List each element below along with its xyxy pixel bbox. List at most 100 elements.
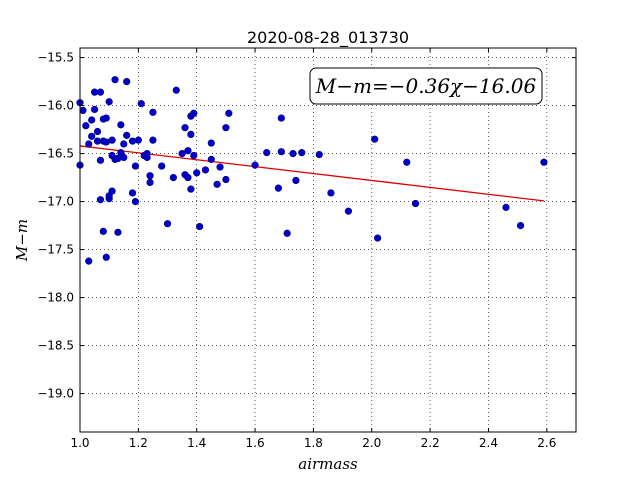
annotation-box	[309, 67, 543, 105]
data-point	[263, 149, 271, 157]
y-tick-label: −17.0	[37, 195, 74, 209]
data-point	[222, 124, 230, 132]
data-point	[114, 228, 122, 236]
x-tick-label: 1.4	[187, 436, 206, 450]
data-point	[344, 207, 353, 215]
data-point	[88, 132, 96, 140]
data-point	[207, 155, 215, 163]
data-point	[315, 150, 323, 159]
data-point	[196, 222, 204, 231]
grid	[79, 48, 576, 432]
data-point	[79, 106, 87, 114]
data-point	[289, 150, 297, 158]
data-point	[111, 76, 119, 84]
data-point	[149, 136, 157, 144]
data-point	[207, 139, 215, 147]
data-point	[85, 257, 93, 265]
data-point	[146, 178, 154, 186]
annotation-text: M−m=−0.36χ−16.06	[315, 74, 537, 98]
plot-area	[80, 48, 576, 432]
data-point	[123, 77, 131, 86]
data-point	[117, 121, 125, 129]
y-tick-label: −19.0	[37, 387, 74, 401]
y-tick-labels: −15.5 −16.0 −16.5 −17.0 −17.5 −18.0 −18.5 −19.0	[37, 51, 74, 401]
data-point	[216, 163, 224, 171]
x-tick-label: 2.0	[362, 436, 381, 450]
x-tick-label: 1.6	[246, 436, 265, 450]
data-point	[131, 162, 140, 170]
data-point	[181, 124, 189, 132]
y-tick-label: −17.5	[37, 243, 74, 257]
data-point	[184, 147, 192, 155]
data-point	[277, 114, 285, 122]
data-point	[134, 136, 142, 144]
data-point	[292, 176, 300, 185]
data-point	[85, 140, 93, 148]
x-tick-label: 2.6	[537, 436, 556, 450]
data-point	[99, 227, 107, 235]
data-point	[516, 222, 525, 230]
data-point	[411, 199, 420, 208]
y-tick-label: −18.5	[37, 339, 74, 353]
chart-title: 2020-08-28_013730	[247, 28, 409, 48]
data-point	[88, 116, 96, 124]
data-point	[169, 174, 177, 182]
fit-line	[79, 145, 544, 202]
data-point	[137, 100, 145, 108]
fit-layer	[79, 145, 544, 202]
data-point	[143, 150, 151, 158]
data-point	[277, 148, 285, 156]
data-point	[374, 234, 382, 242]
fit-annotation: M−m=−0.36χ−16.06	[309, 67, 543, 105]
data-points	[76, 76, 548, 265]
x-tick-label: 2.2	[421, 436, 440, 450]
data-point	[502, 203, 510, 211]
plot-frame	[79, 47, 577, 433]
data-point	[327, 189, 335, 197]
data-point	[201, 166, 210, 174]
data-point	[184, 174, 192, 182]
data-point	[82, 122, 90, 130]
data-point	[540, 158, 548, 166]
y-tick-label: −18.0	[37, 291, 74, 305]
data-point	[120, 140, 128, 148]
data-point	[90, 105, 99, 114]
data-point	[108, 136, 116, 144]
data-point	[298, 149, 306, 157]
x-tick-labels: 1.0 1.2 1.4 1.6 1.8 2.0 2.2 2.4 2.6	[70, 436, 556, 450]
data-point	[178, 150, 186, 158]
x-tick-label: 1.2	[129, 436, 148, 450]
data-point	[96, 88, 105, 96]
data-point	[172, 86, 180, 94]
x-tick-label: 1.0	[70, 436, 89, 450]
data-point	[128, 189, 137, 197]
data-point	[213, 180, 221, 188]
data-point	[371, 135, 379, 143]
data-point	[222, 175, 230, 184]
data-point	[190, 151, 198, 160]
data-point	[96, 196, 105, 204]
data-point	[225, 109, 233, 117]
data-point	[283, 229, 291, 237]
data-point	[403, 158, 411, 166]
x-axis-label: airmass	[298, 455, 358, 473]
data-point	[149, 108, 157, 116]
data-point	[146, 172, 154, 180]
data-point	[128, 137, 137, 145]
x-tick-label: 2.4	[479, 436, 498, 450]
data-point	[190, 109, 198, 117]
data-point	[102, 253, 110, 261]
data-point	[131, 198, 140, 206]
y-tick-label: −16.5	[37, 147, 74, 161]
data-point	[123, 131, 131, 139]
data-point	[163, 220, 172, 228]
x-tick-label: 1.8	[304, 436, 323, 450]
data-point	[158, 162, 166, 170]
data-point	[187, 130, 195, 138]
data-point	[105, 98, 113, 106]
data-point	[193, 169, 201, 177]
data-point	[96, 156, 105, 164]
y-tick-label: −16.0	[37, 99, 74, 113]
y-axis-label: M−m	[13, 219, 31, 262]
